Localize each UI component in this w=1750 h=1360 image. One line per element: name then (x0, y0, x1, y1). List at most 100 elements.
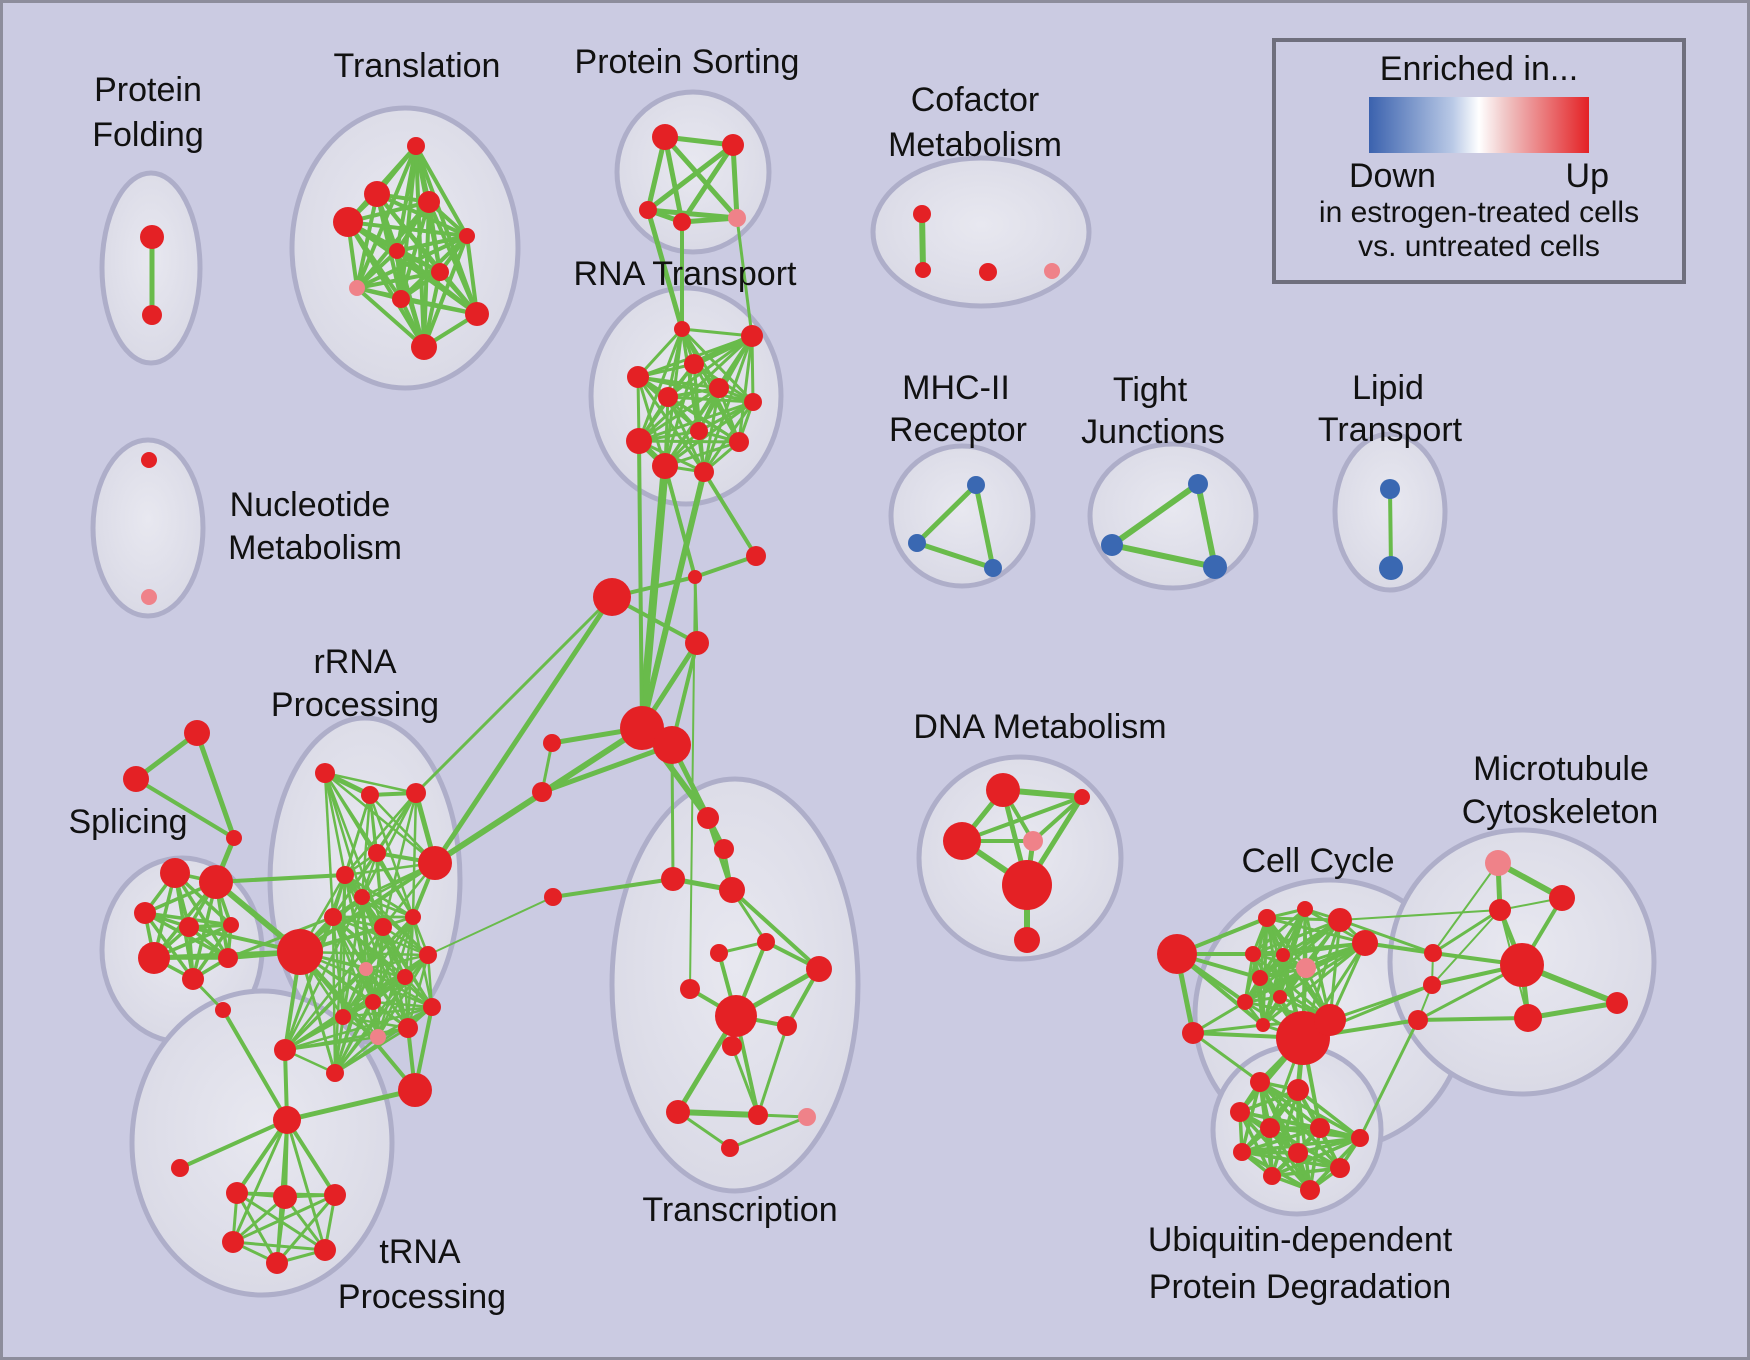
node[interactable] (984, 559, 1002, 577)
node[interactable] (709, 378, 729, 398)
node[interactable] (806, 956, 832, 982)
node[interactable] (1263, 1167, 1281, 1185)
node[interactable] (405, 909, 421, 925)
node[interactable] (359, 962, 373, 976)
node[interactable] (226, 830, 242, 846)
node[interactable] (694, 462, 714, 482)
node[interactable] (324, 1184, 346, 1206)
node[interactable] (398, 1018, 418, 1038)
node[interactable] (661, 867, 685, 891)
node[interactable] (333, 207, 363, 237)
node[interactable] (1188, 474, 1208, 494)
node[interactable] (314, 1239, 336, 1261)
node[interactable] (1182, 1022, 1204, 1044)
node[interactable] (431, 263, 449, 281)
node[interactable] (1351, 1129, 1369, 1147)
node[interactable] (315, 763, 335, 783)
node[interactable] (392, 290, 410, 308)
node[interactable] (1379, 556, 1403, 580)
node[interactable] (697, 807, 719, 829)
node[interactable] (1300, 1180, 1320, 1200)
node[interactable] (532, 782, 552, 802)
node[interactable] (1310, 1118, 1330, 1138)
node[interactable] (684, 354, 704, 374)
node[interactable] (627, 366, 649, 388)
node[interactable] (1023, 831, 1043, 851)
node[interactable] (398, 1073, 432, 1107)
node[interactable] (715, 995, 757, 1037)
node[interactable] (199, 865, 233, 899)
node[interactable] (182, 968, 204, 990)
node[interactable] (593, 578, 631, 616)
node[interactable] (674, 321, 690, 337)
node[interactable] (748, 1105, 768, 1125)
node[interactable] (1273, 990, 1287, 1004)
node[interactable] (979, 263, 997, 281)
node[interactable] (1485, 850, 1511, 876)
node[interactable] (389, 243, 405, 259)
node[interactable] (368, 844, 386, 862)
node[interactable] (1287, 1079, 1309, 1101)
node[interactable] (138, 942, 170, 974)
node[interactable] (1250, 1072, 1270, 1092)
node[interactable] (1157, 934, 1197, 974)
node[interactable] (908, 534, 926, 552)
node[interactable] (986, 773, 1020, 807)
node[interactable] (652, 453, 678, 479)
node[interactable] (1500, 943, 1544, 987)
node[interactable] (171, 1159, 189, 1177)
node[interactable] (1203, 555, 1227, 579)
node[interactable] (134, 902, 156, 924)
node[interactable] (1489, 899, 1511, 921)
node[interactable] (1002, 860, 1052, 910)
node[interactable] (1330, 1158, 1350, 1178)
node[interactable] (274, 1039, 296, 1061)
node[interactable] (653, 726, 691, 764)
node[interactable] (639, 201, 657, 219)
node[interactable] (1233, 1143, 1251, 1161)
node[interactable] (744, 393, 762, 411)
node[interactable] (349, 280, 365, 296)
node[interactable] (1260, 1118, 1280, 1138)
node[interactable] (1014, 927, 1040, 953)
node[interactable] (746, 546, 766, 566)
node[interactable] (273, 1185, 297, 1209)
node[interactable] (364, 181, 390, 207)
node[interactable] (1044, 263, 1060, 279)
node[interactable] (544, 888, 562, 906)
node[interactable] (184, 720, 210, 746)
node[interactable] (673, 213, 691, 231)
node[interactable] (1314, 1004, 1346, 1036)
node[interactable] (688, 570, 702, 584)
node[interactable] (1230, 1102, 1250, 1122)
node[interactable] (423, 998, 441, 1016)
node[interactable] (729, 432, 749, 452)
node[interactable] (1352, 930, 1378, 956)
node[interactable] (620, 706, 664, 750)
node[interactable] (915, 262, 931, 278)
node[interactable] (222, 1231, 244, 1253)
node[interactable] (1252, 970, 1268, 986)
node[interactable] (722, 134, 744, 156)
node[interactable] (1328, 908, 1352, 932)
node[interactable] (721, 1139, 739, 1157)
node[interactable] (1549, 885, 1575, 911)
node[interactable] (1101, 534, 1123, 556)
node[interactable] (1380, 479, 1400, 499)
node[interactable] (459, 228, 475, 244)
node[interactable] (273, 1106, 301, 1134)
node[interactable] (1245, 946, 1261, 962)
node[interactable] (1423, 976, 1441, 994)
node[interactable] (967, 476, 985, 494)
node[interactable] (1408, 1010, 1428, 1030)
node[interactable] (1256, 1018, 1270, 1032)
node[interactable] (354, 889, 370, 905)
node[interactable] (1237, 994, 1253, 1010)
node[interactable] (1074, 789, 1090, 805)
node[interactable] (141, 452, 157, 468)
node[interactable] (326, 1064, 344, 1082)
node[interactable] (1424, 944, 1442, 962)
node[interactable] (658, 387, 678, 407)
node[interactable] (374, 918, 392, 936)
node[interactable] (666, 1100, 690, 1124)
